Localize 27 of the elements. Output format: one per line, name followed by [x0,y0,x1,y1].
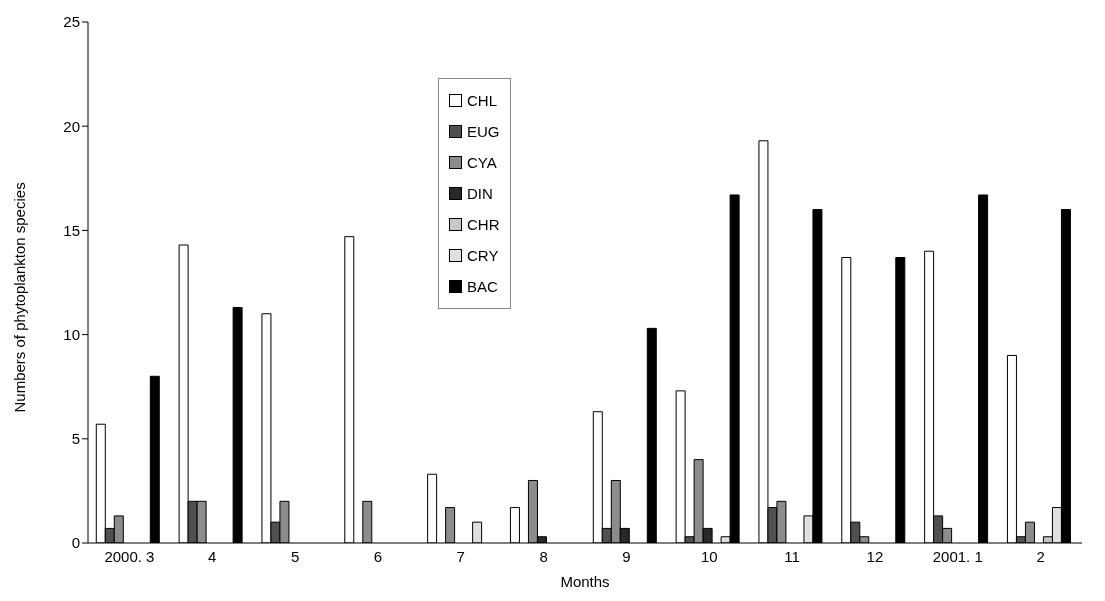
x-tick-label: 12 [866,547,884,565]
legend-label: CHR [467,216,500,233]
legend-label: CHL [467,92,498,109]
legend-label: BAC [467,278,498,295]
x-tick-label: 5 [290,547,300,565]
x-tick-label: 9 [622,547,631,565]
y-axis-title: Numbers of phytoplankton species [11,182,29,413]
x-axis-title: Months [560,573,610,590]
legend-label: CRY [467,247,499,264]
legend-label: CYA [467,154,497,171]
x-tick-label: 2000. 3 [104,547,155,565]
x-tick-label: 10 [700,547,718,565]
x-tick-label: 7 [456,547,465,565]
x-tick-label: 11 [784,547,800,565]
y-tick-label: 25 [63,13,80,31]
x-tick-label: 8 [539,547,548,565]
y-tick-label: 0 [71,534,80,552]
x-tick-label: 2 [1036,547,1045,565]
x-tick-label: 6 [373,547,383,565]
y-tick-label: 15 [63,221,80,239]
y-tick-label: 5 [71,430,80,448]
legend-label: EUG [467,123,500,140]
x-tick-label: 2001. 1 [932,547,983,565]
x-tick-label: 4 [208,547,217,565]
y-tick-label: 10 [63,325,80,343]
legend-label: DIN [467,185,493,202]
y-tick-label: 20 [63,117,80,135]
